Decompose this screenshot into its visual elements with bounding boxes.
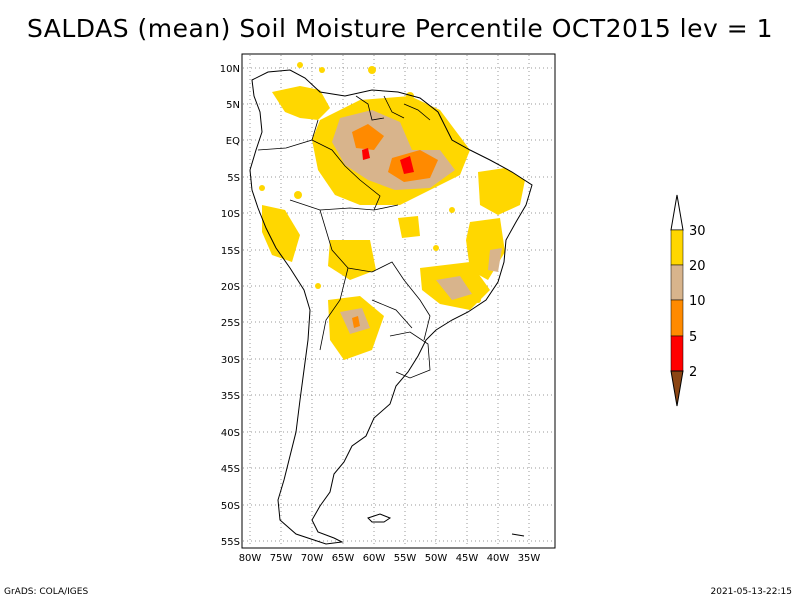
lat-label: 10N xyxy=(220,64,240,75)
lon-label: 65W xyxy=(332,553,355,564)
lat-label: 5S xyxy=(227,173,240,184)
lon-axis: 80W 75W 70W 65W 60W 55W 50W 45W 40W 35W xyxy=(239,553,541,564)
colorbar-segment-5-10 xyxy=(670,299,684,337)
colorbar-above-arrow xyxy=(670,194,684,231)
lat-label: 15S xyxy=(221,246,240,257)
shade-2-5 xyxy=(362,148,370,160)
shade-10-20 xyxy=(436,276,472,300)
colorbar-below-arrow xyxy=(670,370,684,407)
colorbar-label: 5 xyxy=(689,330,697,345)
chart-title: SALDAS (mean) Soil Moisture Percentile O… xyxy=(26,14,774,43)
colorbar-label: 20 xyxy=(689,259,706,274)
shade-20-30 xyxy=(272,86,330,120)
lon-label: 40W xyxy=(487,553,510,564)
country-borders xyxy=(257,95,431,379)
shade-10-20 xyxy=(488,248,502,272)
lat-label: 35S xyxy=(221,391,240,402)
lat-label: 55S xyxy=(221,537,240,548)
lat-label: 20S xyxy=(221,282,240,293)
lon-label: 35W xyxy=(518,553,541,564)
lon-label: 80W xyxy=(239,553,262,564)
lat-label: 40S xyxy=(221,428,240,439)
lon-label: 60W xyxy=(363,553,386,564)
lat-label: EQ xyxy=(226,136,240,147)
lat-label: 30S xyxy=(221,355,240,366)
shade-5-10 xyxy=(388,150,438,182)
colorbar-label: 30 xyxy=(689,224,706,239)
footer-timestamp: 2021-05-13-22:15 xyxy=(710,587,793,597)
lon-label: 50W xyxy=(425,553,448,564)
shade-2-5 xyxy=(400,156,414,174)
shade-20-30 xyxy=(478,168,525,215)
lat-label: 50S xyxy=(221,501,240,512)
shade-20-30 xyxy=(398,216,420,238)
footer-credit: GrADS: COLA/IGES xyxy=(4,587,89,597)
colorbar-segment-10-20 xyxy=(670,264,684,301)
lat-label: 10S xyxy=(221,209,240,220)
lon-label: 70W xyxy=(301,553,324,564)
colorbar-segment-20-30 xyxy=(670,229,684,266)
lat-label: 5N xyxy=(226,100,240,111)
coastline xyxy=(249,69,533,545)
shade-5-10 xyxy=(352,124,384,150)
lon-label: 75W xyxy=(270,553,293,564)
lat-label: 45S xyxy=(221,464,240,475)
island-outline xyxy=(511,533,525,537)
percentile-shading xyxy=(259,62,525,360)
lon-label: 45W xyxy=(456,553,479,564)
shade-20-30 xyxy=(262,205,300,262)
lat-label: 25S xyxy=(221,318,240,329)
colorbar-segment-2-5 xyxy=(670,335,684,372)
shade-5-10 xyxy=(352,316,360,328)
colorbar: 30 20 10 5 2 xyxy=(670,194,706,407)
colorbar-label: 10 xyxy=(689,294,706,309)
colorbar-label: 2 xyxy=(689,365,697,380)
lat-axis: 10N 5N EQ 5S 10S 15S 20S 25S 30S 35S 40S… xyxy=(220,64,240,548)
falkland-islands xyxy=(367,513,392,523)
lon-label: 55W xyxy=(394,553,417,564)
shade-20-30 xyxy=(328,240,376,280)
